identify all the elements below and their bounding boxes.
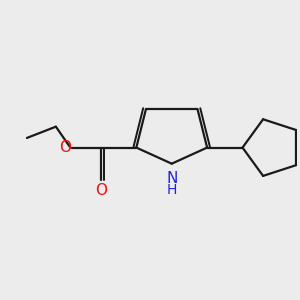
Text: H: H [167,182,177,197]
Text: O: O [95,183,107,198]
Text: N: N [166,171,177,186]
Text: O: O [59,140,71,155]
